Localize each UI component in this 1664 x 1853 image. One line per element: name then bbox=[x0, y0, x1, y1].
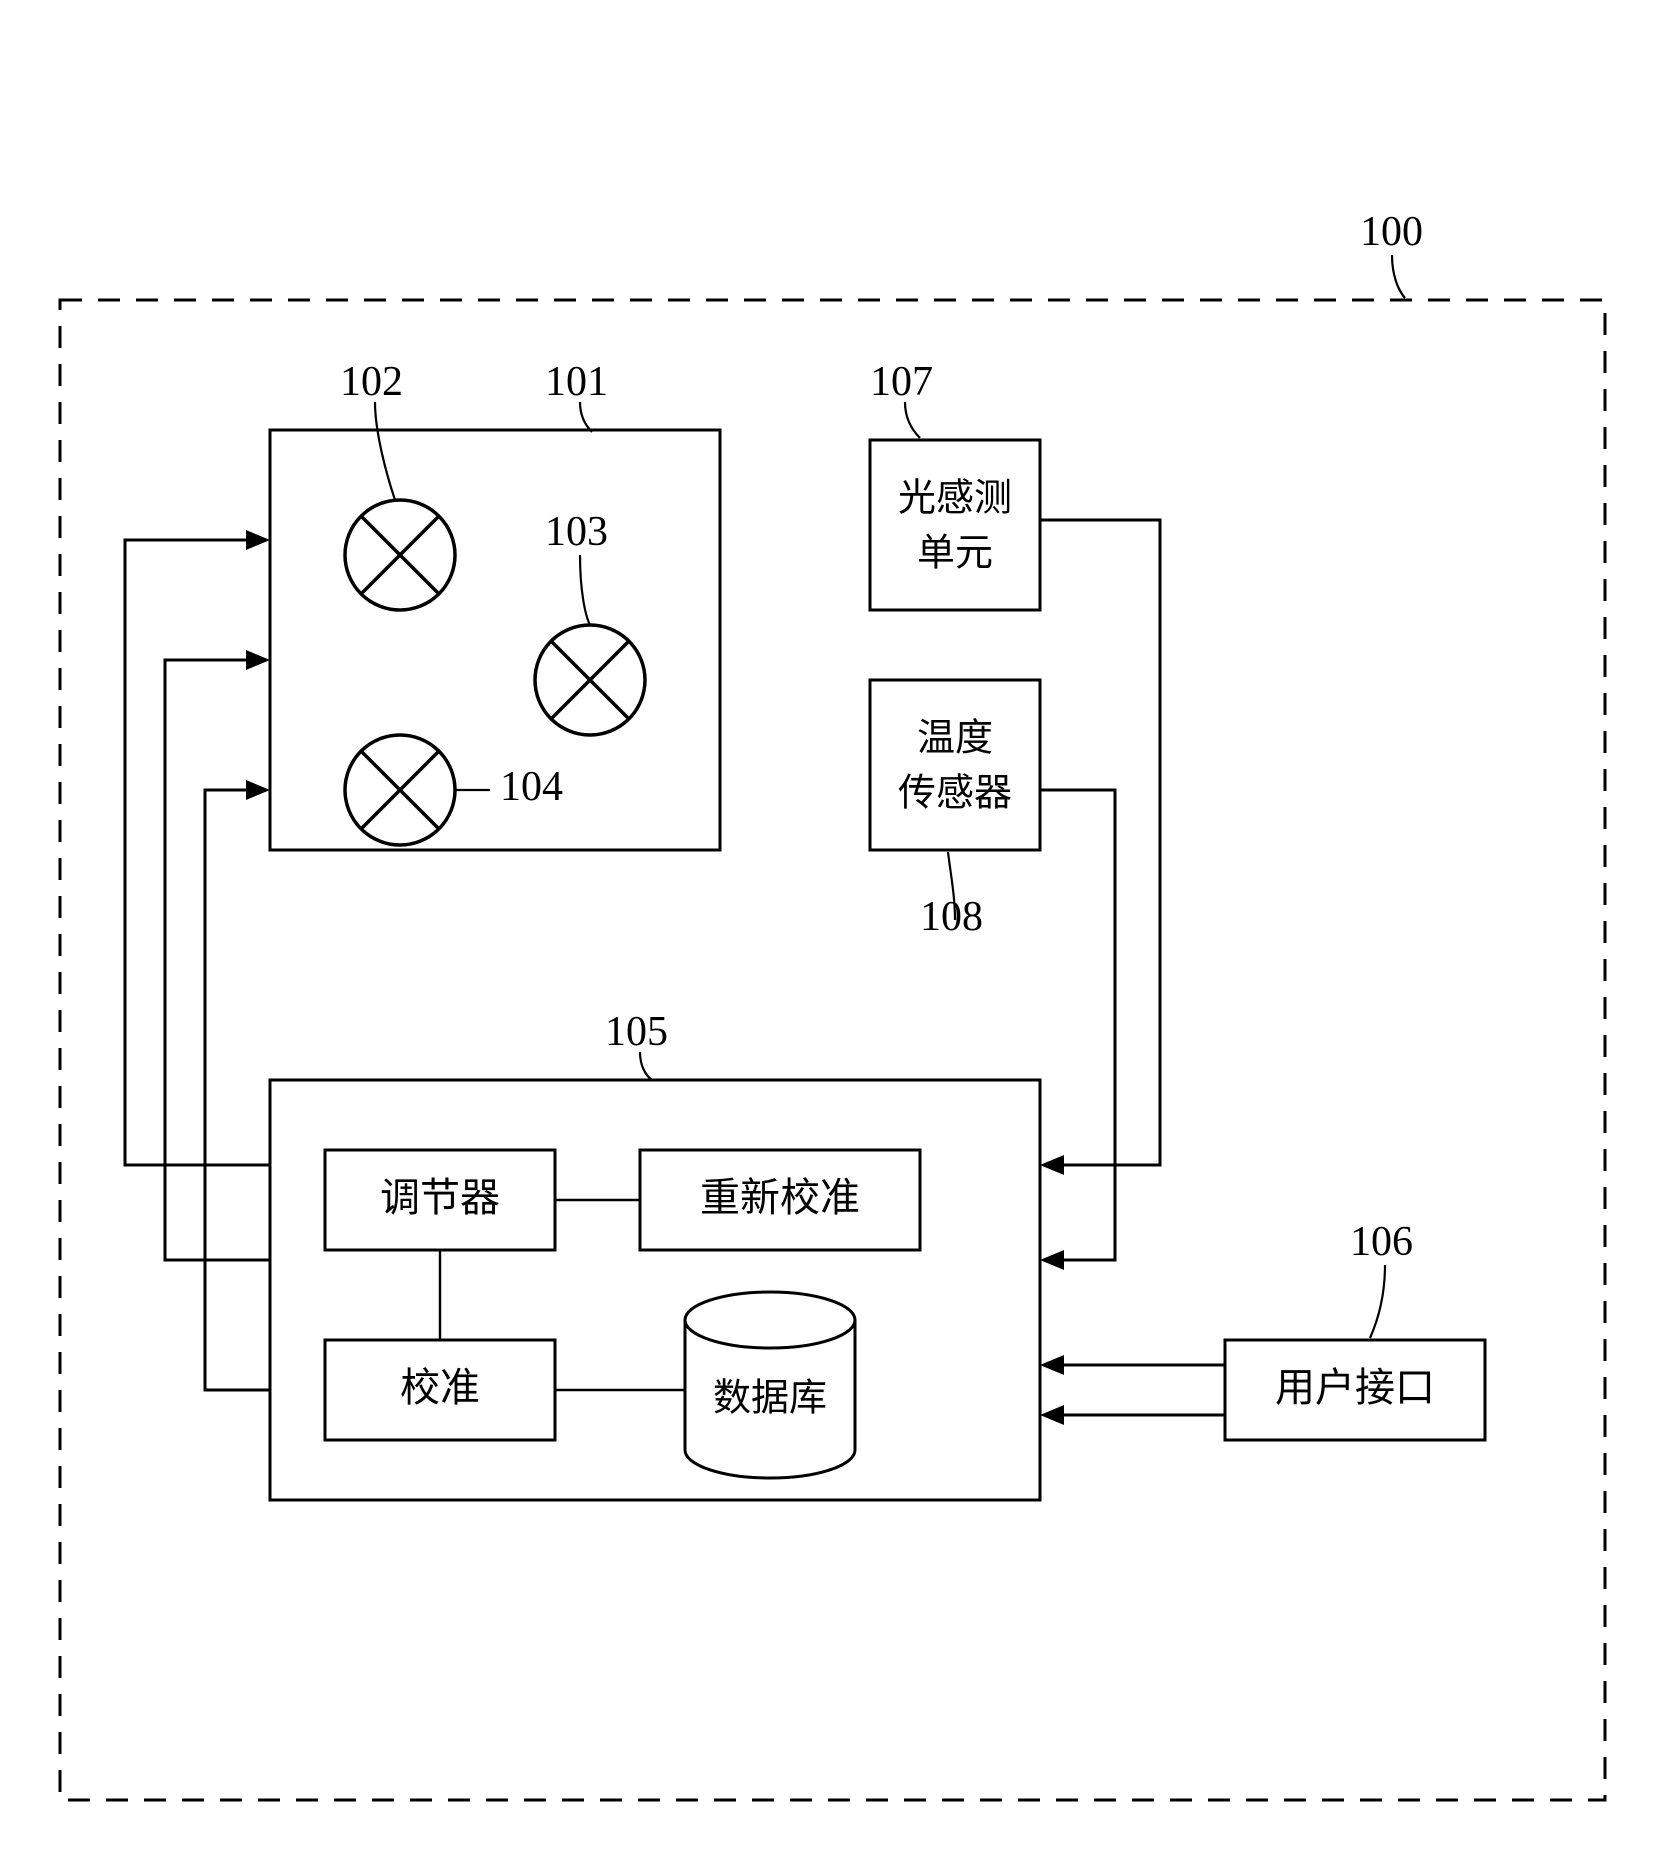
conn-userif-to-controller-2 bbox=[1040, 1405, 1225, 1425]
conn-tempsensor-to-controller bbox=[1040, 790, 1115, 1270]
temp-sensor-label-2: 传感器 bbox=[898, 761, 1012, 816]
regulator-label: 调节器 bbox=[380, 1165, 500, 1223]
controller-box bbox=[270, 1080, 1040, 1500]
ref-106: 106 bbox=[1350, 1219, 1413, 1265]
ref-107: 107 bbox=[870, 359, 933, 405]
leader-102 bbox=[375, 402, 395, 500]
leader-103 bbox=[580, 555, 590, 625]
ref-102: 102 bbox=[340, 359, 403, 405]
ref-100: 100 bbox=[1360, 209, 1423, 255]
leader-106 bbox=[1370, 1265, 1385, 1338]
conn-lightsensor-to-controller bbox=[1040, 520, 1160, 1175]
lamp-102 bbox=[345, 500, 455, 610]
ref-108: 108 bbox=[920, 894, 983, 940]
ref-105: 105 bbox=[605, 1009, 668, 1055]
conn-controller-to-lamp103 bbox=[165, 650, 270, 1260]
ref-103: 103 bbox=[545, 509, 608, 555]
leader-101 bbox=[580, 402, 592, 432]
light-sensor-label-2: 单元 bbox=[917, 521, 993, 576]
database-label: 数据库 bbox=[713, 1366, 827, 1421]
leader-105 bbox=[640, 1052, 652, 1080]
temp-sensor-label-1: 温度 bbox=[917, 706, 993, 761]
ref-101: 101 bbox=[545, 359, 608, 405]
leader-100 bbox=[1392, 255, 1405, 298]
calibrate-label: 校准 bbox=[400, 1355, 480, 1413]
outer-boundary bbox=[60, 300, 1605, 1800]
conn-controller-to-lamp104 bbox=[205, 780, 270, 1390]
lamp-104 bbox=[345, 735, 455, 845]
conn-userif-to-controller-1 bbox=[1040, 1355, 1225, 1375]
conn-controller-to-lamp102 bbox=[125, 530, 270, 1165]
ref-104: 104 bbox=[500, 764, 563, 810]
user-interface-label: 用户接口 bbox=[1275, 1355, 1435, 1413]
lamp-103 bbox=[535, 625, 645, 735]
light-sensor-label-1: 光感测 bbox=[898, 466, 1012, 521]
leader-107 bbox=[905, 402, 920, 438]
led-module-box bbox=[270, 430, 720, 850]
recalibrate-label: 重新校准 bbox=[700, 1165, 860, 1223]
